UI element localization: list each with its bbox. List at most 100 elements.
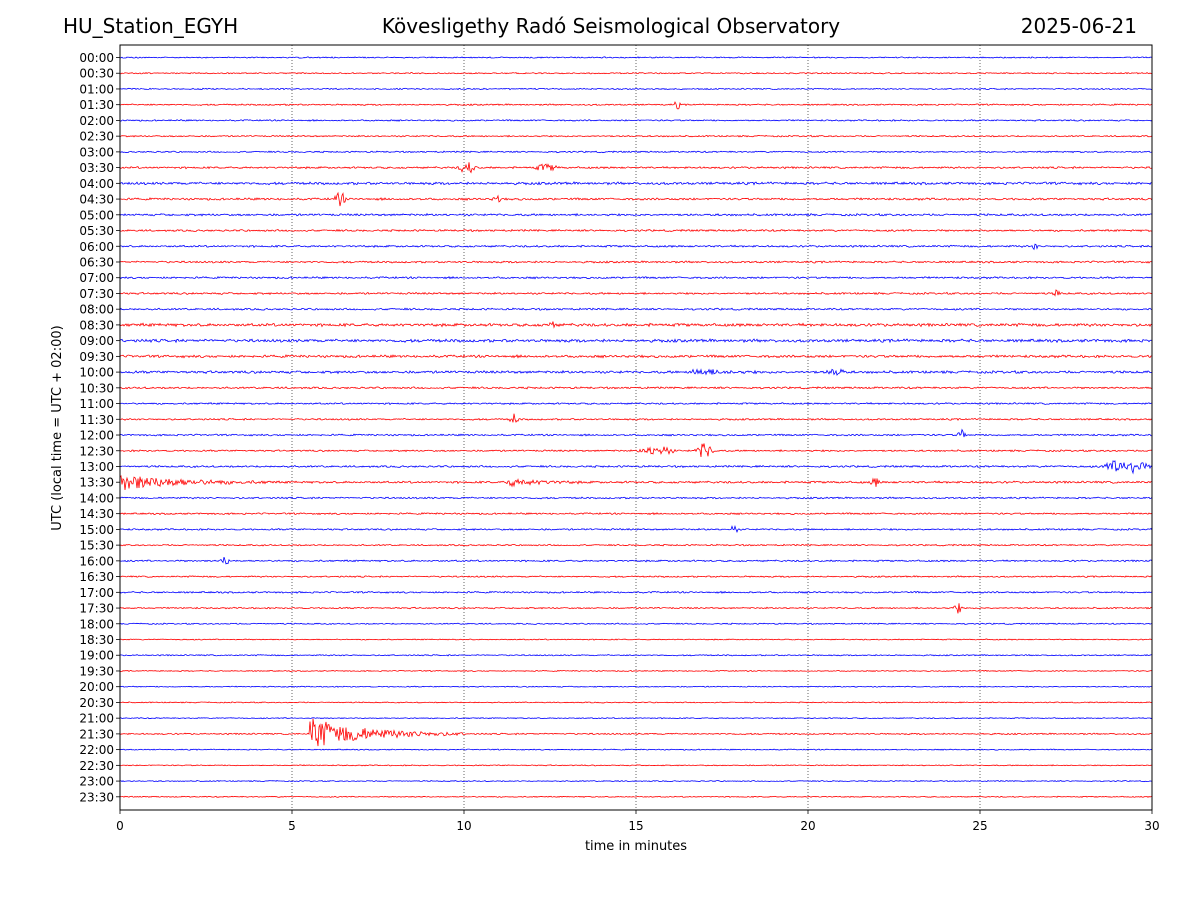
y-tick-label: 13:00 bbox=[79, 460, 114, 474]
grid-lines bbox=[291, 45, 981, 810]
trace-0300 bbox=[119, 150, 1153, 154]
trace-1700 bbox=[119, 590, 1153, 594]
trace-2000 bbox=[119, 685, 1153, 688]
y-tick-label: 17:00 bbox=[79, 586, 114, 600]
trace-1730 bbox=[119, 603, 1153, 614]
trace-2330 bbox=[119, 795, 1153, 798]
x-tick-label: 20 bbox=[800, 819, 815, 833]
y-tick-label: 01:00 bbox=[79, 82, 114, 96]
trace-2130 bbox=[119, 718, 1153, 747]
trace-0600 bbox=[119, 243, 1153, 251]
x-tick-label: 10 bbox=[456, 819, 471, 833]
trace-0630 bbox=[119, 260, 1153, 264]
y-tick-label: 18:30 bbox=[79, 633, 114, 647]
trace-1830 bbox=[119, 638, 1153, 641]
y-tick-label: 09:30 bbox=[79, 350, 114, 364]
trace-0000 bbox=[119, 56, 1153, 59]
trace-0800 bbox=[119, 307, 1153, 311]
y-tick-label: 20:00 bbox=[79, 680, 114, 694]
y-tick-label: 07:30 bbox=[79, 287, 114, 301]
trace-2100 bbox=[119, 717, 1153, 720]
y-tick-label: 10:30 bbox=[79, 381, 114, 395]
y-tick-label: 00:00 bbox=[79, 51, 114, 65]
trace-0200 bbox=[119, 119, 1153, 122]
y-tick-label: 12:00 bbox=[79, 429, 114, 443]
y-tick-label: 04:00 bbox=[79, 177, 114, 191]
y-tick-label: 23:30 bbox=[79, 790, 114, 804]
x-tick-label: 5 bbox=[288, 819, 296, 833]
trace-1130 bbox=[119, 413, 1153, 423]
trace-0130 bbox=[119, 101, 1153, 110]
y-tick-label: 07:00 bbox=[79, 271, 114, 285]
trace-0830 bbox=[119, 321, 1153, 329]
y-tick-label: 19:30 bbox=[79, 664, 114, 678]
trace-1900 bbox=[119, 653, 1153, 657]
y-tick-label: 05:00 bbox=[79, 208, 114, 222]
trace-1030 bbox=[119, 386, 1153, 390]
trace-0430 bbox=[119, 191, 1153, 207]
y-tick-label: 06:00 bbox=[79, 240, 114, 254]
y-tick-label: 11:30 bbox=[79, 413, 114, 427]
trace-0900 bbox=[119, 338, 1153, 344]
y-tick-label: 02:00 bbox=[79, 114, 114, 128]
y-tick-label: 22:00 bbox=[79, 743, 114, 757]
y-tick-label: 00:30 bbox=[79, 67, 114, 81]
y-tick-label: 17:30 bbox=[79, 602, 114, 616]
x-tick-label: 30 bbox=[1144, 819, 1159, 833]
y-tick-label: 16:30 bbox=[79, 570, 114, 584]
trace-1800 bbox=[119, 622, 1153, 625]
y-tick-label: 08:00 bbox=[79, 303, 114, 317]
y-tick-label: 05:30 bbox=[79, 224, 114, 238]
y-tick-label: 01:30 bbox=[79, 98, 114, 112]
x-axis-ticks: 0 5 10 15 20 25 30 bbox=[116, 810, 1160, 833]
y-tick-label: 14:00 bbox=[79, 491, 114, 505]
trace-0500 bbox=[119, 212, 1153, 217]
trace-1000 bbox=[119, 368, 1153, 376]
y-tick-label: 13:30 bbox=[79, 476, 114, 490]
y-tick-label: 03:30 bbox=[79, 161, 114, 175]
y-axis-label: UTC (local time = UTC + 02:00) bbox=[50, 325, 65, 530]
y-tick-label: 21:00 bbox=[79, 712, 114, 726]
trace-2030 bbox=[119, 701, 1153, 704]
observatory-title: Kövesligethy Radó Seismological Observat… bbox=[381, 14, 841, 38]
trace-1630 bbox=[119, 575, 1153, 579]
trace-0330 bbox=[119, 162, 1153, 174]
trace-1430 bbox=[119, 512, 1153, 516]
trace-0930 bbox=[119, 354, 1153, 359]
trace-1600 bbox=[119, 556, 1153, 565]
trace-0230 bbox=[119, 134, 1153, 138]
trace-0700 bbox=[119, 275, 1153, 280]
trace-2300 bbox=[119, 780, 1153, 783]
trace-0530 bbox=[119, 228, 1153, 233]
trace-1530 bbox=[119, 543, 1153, 547]
x-tick-label: 0 bbox=[116, 819, 124, 833]
trace-1230 bbox=[119, 443, 1153, 458]
y-tick-label: 02:30 bbox=[79, 130, 114, 144]
seismic-traces bbox=[119, 56, 1153, 798]
y-tick-label: 21:30 bbox=[79, 727, 114, 741]
y-tick-label: 10:00 bbox=[79, 366, 114, 380]
trace-1330 bbox=[119, 475, 1153, 490]
y-tick-label: 22:30 bbox=[79, 759, 114, 773]
trace-1930 bbox=[119, 669, 1153, 673]
y-tick-label: 19:00 bbox=[79, 649, 114, 663]
trace-1300 bbox=[119, 460, 1153, 475]
trace-2230 bbox=[119, 764, 1153, 767]
y-tick-label: 15:00 bbox=[79, 523, 114, 537]
y-tick-label: 16:00 bbox=[79, 554, 114, 568]
trace-0030 bbox=[119, 71, 1153, 75]
y-tick-label: 06:30 bbox=[79, 255, 114, 269]
trace-1100 bbox=[119, 402, 1153, 406]
y-tick-label: 03:00 bbox=[79, 145, 114, 159]
trace-1200 bbox=[119, 428, 1153, 438]
trace-0730 bbox=[119, 289, 1152, 297]
x-tick-label: 15 bbox=[628, 819, 643, 833]
y-tick-label: 12:30 bbox=[79, 444, 114, 458]
y-tick-label: 18:00 bbox=[79, 617, 114, 631]
y-tick-label: 14:30 bbox=[79, 507, 114, 521]
chart-date: 2025-06-21 bbox=[1020, 14, 1137, 38]
trace-1400 bbox=[119, 496, 1153, 500]
y-tick-label: 08:30 bbox=[79, 318, 114, 332]
y-tick-label: 15:30 bbox=[79, 539, 114, 553]
